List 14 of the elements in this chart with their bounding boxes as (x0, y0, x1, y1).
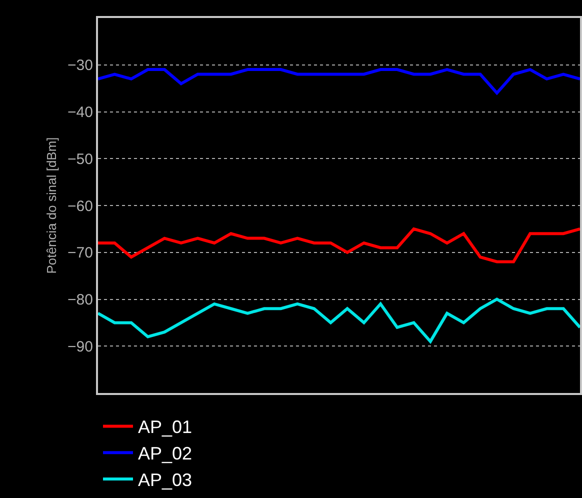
line-series (98, 227, 580, 264)
y-tick-label: −50 (68, 150, 93, 168)
line-series (98, 68, 580, 94)
legend-label: AP_02 (138, 444, 192, 464)
y-tick-label: −90 (68, 338, 93, 356)
y-axis-title: Potência do sinal [dBm] (44, 137, 59, 274)
line-series (98, 298, 580, 343)
y-tick-label: −40 (68, 104, 93, 121)
y-tick-label: −60 (68, 198, 93, 215)
y-tick-label: −70 (68, 244, 93, 262)
legend-label: AP_03 (138, 470, 192, 490)
legend-label: AP_01 (138, 417, 192, 438)
y-tick-label: −30 (68, 57, 93, 74)
y-tick-label: −80 (68, 292, 93, 308)
